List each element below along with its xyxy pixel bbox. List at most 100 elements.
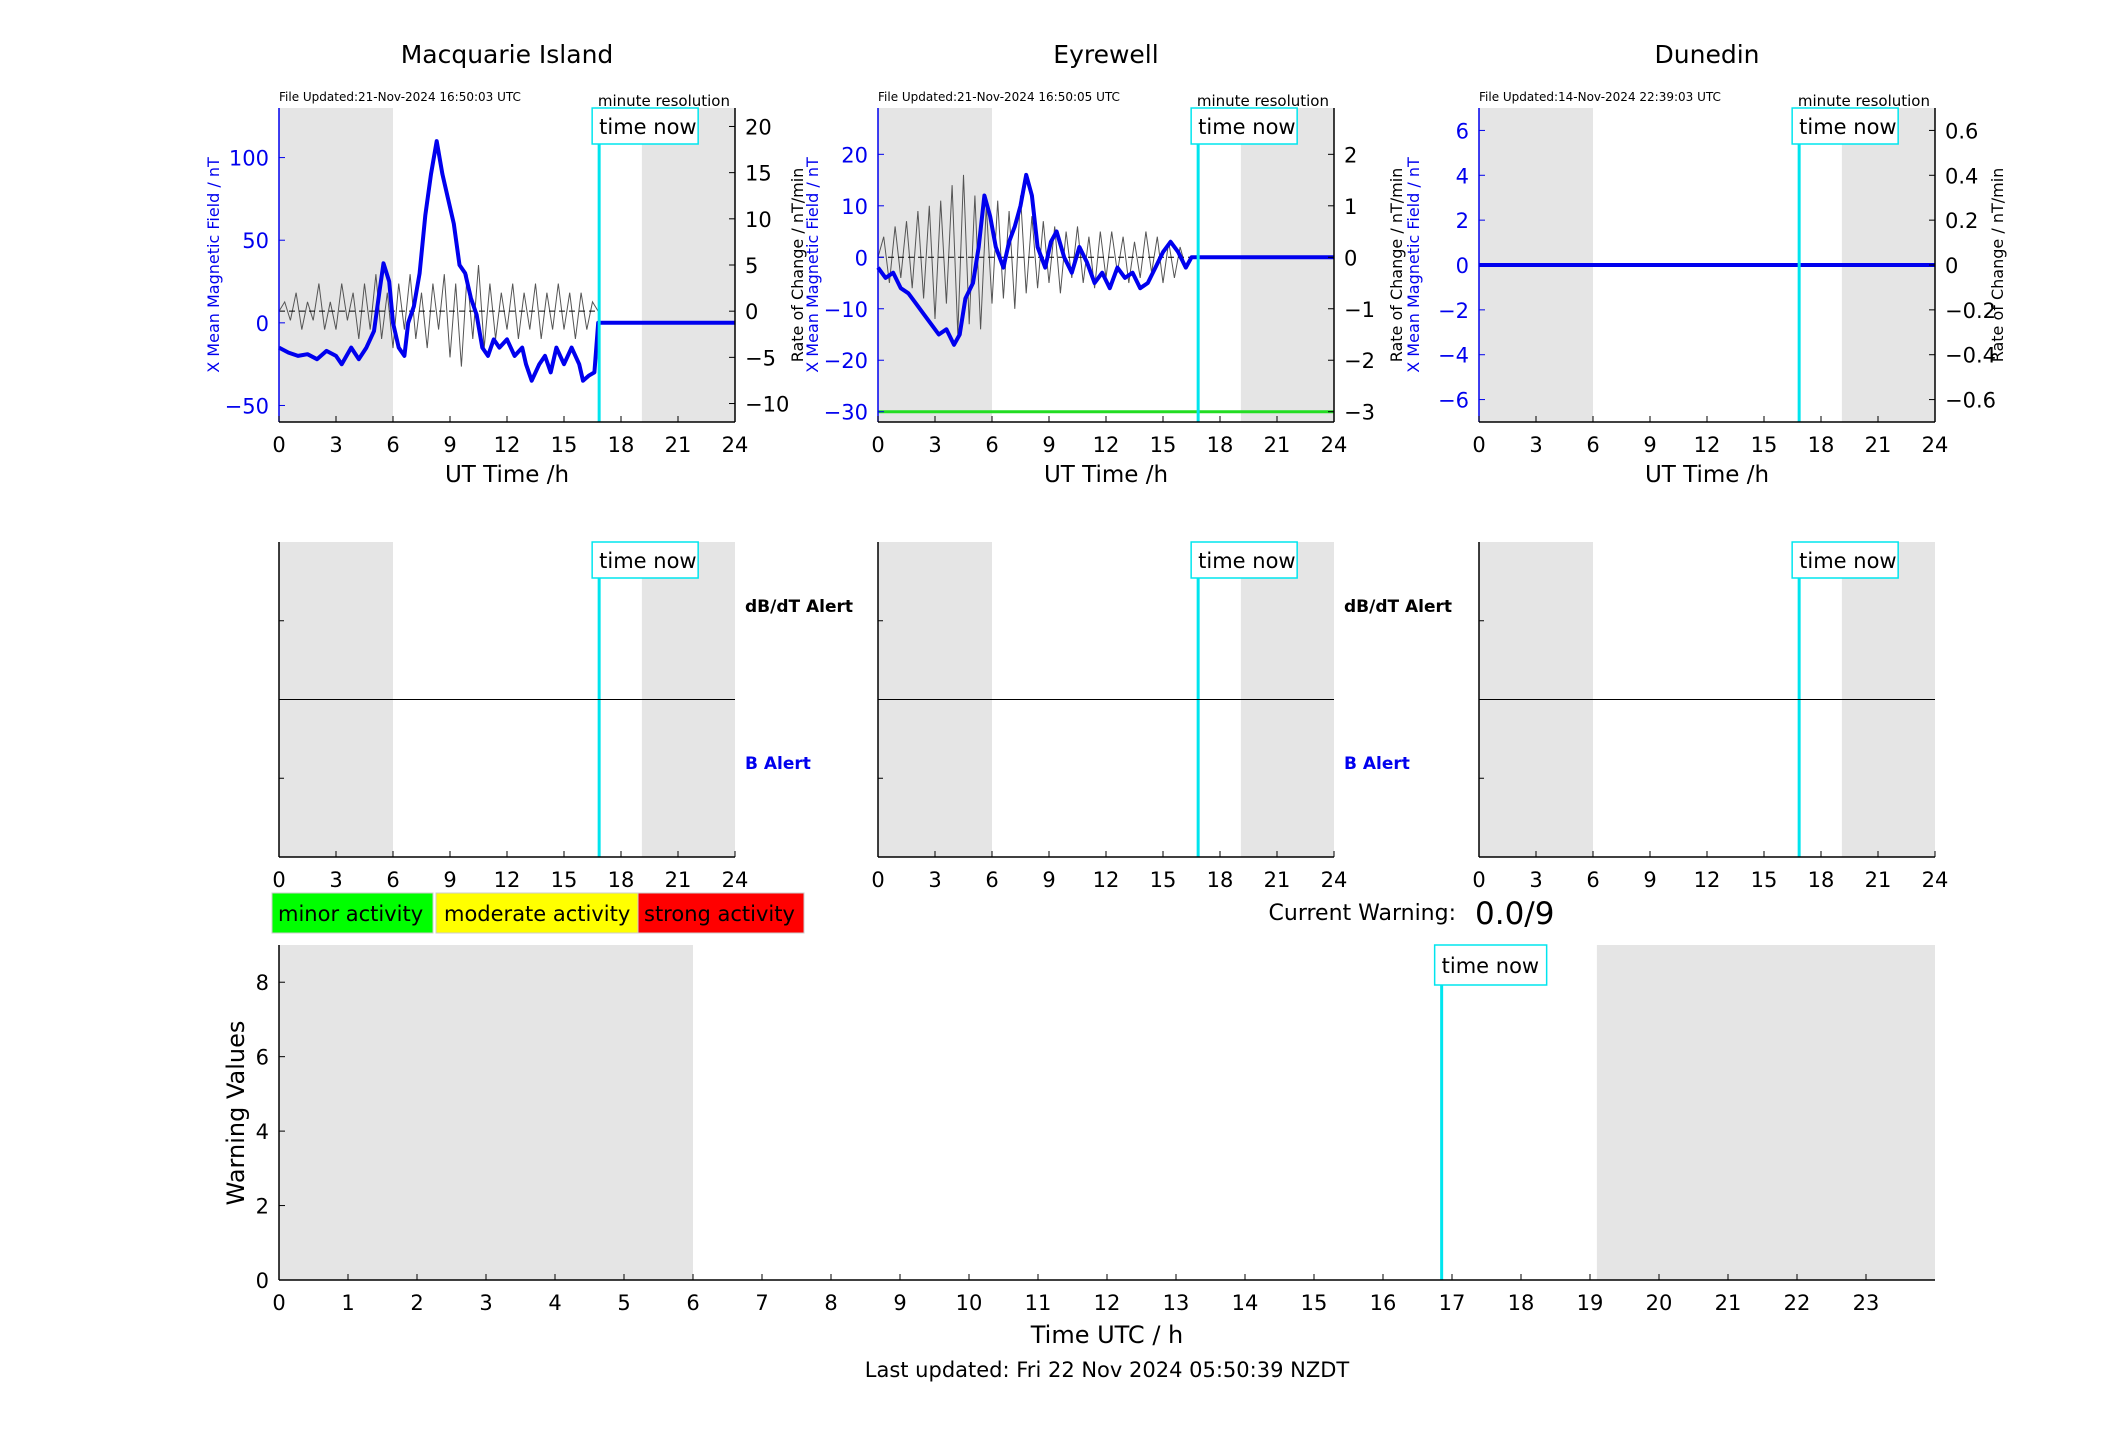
left-axis-label: X Mean Magnetic Field / nT	[204, 157, 223, 373]
x-tick-label: 2	[410, 1291, 423, 1315]
x-tick-label: 9	[1042, 868, 1055, 892]
left-tick-label: −50	[225, 394, 269, 418]
right-axis-label: Rate of Change / nT/min	[788, 168, 807, 363]
y-tick-label: 8	[256, 971, 269, 995]
x-tick-label: 24	[1922, 433, 1949, 457]
x-tick-label: 24	[722, 433, 749, 457]
right-tick-label: −0.4	[1945, 344, 1996, 368]
right-tick-label: −3	[1344, 401, 1375, 425]
x-tick-label: 24	[1321, 868, 1348, 892]
night-shade	[1240, 108, 1334, 422]
rate-of-change-line	[877, 174, 1192, 335]
legend-label-strong: strong activity	[644, 902, 795, 926]
x-tick-label: 22	[1784, 1291, 1811, 1315]
station-title: Macquarie Island	[401, 40, 614, 69]
left-tick-label: 100	[229, 147, 269, 171]
x-tick-label: 21	[665, 868, 692, 892]
x-tick-label: 0	[272, 868, 285, 892]
time-now-box	[591, 541, 699, 579]
right-tick-label: 20	[745, 115, 772, 139]
x-tick-label: 12	[1093, 433, 1120, 457]
station-title: Eyrewell	[1053, 40, 1158, 69]
x-tick-label: 6	[1586, 868, 1599, 892]
right-axis-label: Rate of Change / nT/min	[1988, 168, 2007, 363]
x-tick-label: 9	[443, 433, 456, 457]
right-tick-label: 1	[1344, 195, 1357, 219]
x-tick-label: 0	[1472, 433, 1485, 457]
x-tick-label: 21	[1264, 868, 1291, 892]
time-now-box	[1433, 944, 1548, 986]
x-tick-label: 6	[1586, 433, 1599, 457]
right-tick-label: 0	[745, 300, 758, 324]
x-tick-label: 6	[386, 868, 399, 892]
left-tick-label: 20	[841, 143, 868, 167]
x-tick-label: 17	[1439, 1291, 1466, 1315]
x-tick-label: 15	[1150, 868, 1177, 892]
x-tick-label: 15	[1301, 1291, 1328, 1315]
time-now-box	[1190, 107, 1298, 145]
left-tick-label: −6	[1438, 389, 1469, 413]
x-tick-label: 24	[1321, 433, 1348, 457]
x-tick-label: 6	[985, 868, 998, 892]
x-tick-label: 0	[1472, 868, 1485, 892]
right-tick-label: 10	[745, 208, 772, 232]
right-tick-label: −5	[745, 346, 776, 370]
night-shade	[641, 108, 735, 422]
last-updated: Last updated: Fri 22 Nov 2024 05:50:39 N…	[865, 1358, 1350, 1382]
time-now-label: time now	[599, 549, 696, 573]
left-tick-label: 6	[1456, 119, 1469, 143]
left-tick-label: −10	[824, 298, 868, 322]
resolution-label: minute resolution	[1798, 92, 1930, 110]
left-tick-label: 0	[1456, 254, 1469, 278]
x-tick-label: 9	[893, 1291, 906, 1315]
night-shade	[878, 108, 992, 422]
right-axis-label: Rate of Change / nT/min	[1387, 168, 1406, 363]
x-axis-label: UT Time /h	[1044, 462, 1168, 488]
b-alert-label: B Alert	[1344, 754, 1410, 774]
left-tick-label: 0	[855, 246, 868, 270]
time-now-label: time now	[1799, 549, 1896, 573]
x-tick-label: 9	[1643, 868, 1656, 892]
x-tick-label: 4	[548, 1291, 561, 1315]
x-tick-label: 7	[755, 1291, 768, 1315]
right-tick-label: 0.4	[1945, 164, 1978, 188]
current-warning-value: 0.0/9	[1475, 896, 1554, 932]
warning-chart-ylabel: Warning Values	[222, 1021, 250, 1206]
right-tick-label: 2	[1344, 143, 1357, 167]
time-now-label: time now	[599, 115, 696, 139]
x-tick-label: 1	[341, 1291, 354, 1315]
x-tick-label: 11	[1025, 1291, 1052, 1315]
left-tick-label: −4	[1438, 344, 1469, 368]
dbdt-alert-label: dB/dT Alert	[1344, 597, 1452, 617]
left-axis-label: X Mean Magnetic Field / nT	[803, 157, 822, 373]
legend-label-minor: minor activity	[278, 902, 423, 926]
x-tick-label: 9	[1643, 433, 1656, 457]
resolution-label: minute resolution	[598, 92, 730, 110]
right-tick-label: −2	[1344, 349, 1375, 373]
x-tick-label: 3	[479, 1291, 492, 1315]
x-tick-label: 15	[551, 433, 578, 457]
x-tick-label: 21	[1865, 868, 1892, 892]
x-axis-label: UT Time /h	[1645, 462, 1769, 488]
x-tick-label: 12	[1694, 868, 1721, 892]
time-now-box	[591, 107, 699, 145]
right-tick-label: 0	[1945, 254, 1958, 278]
right-tick-label: −0.6	[1945, 389, 1996, 413]
station-title: Dunedin	[1655, 40, 1760, 69]
right-tick-label: 15	[745, 162, 772, 186]
x-tick-label: 19	[1577, 1291, 1604, 1315]
x-tick-label: 0	[871, 868, 884, 892]
x-tick-label: 18	[1207, 433, 1234, 457]
right-tick-label: 0	[1344, 246, 1357, 270]
x-tick-label: 6	[985, 433, 998, 457]
night-shade	[279, 108, 393, 422]
left-tick-label: 0	[256, 312, 269, 336]
x-tick-label: 3	[1529, 868, 1542, 892]
x-tick-label: 6	[686, 1291, 699, 1315]
x-tick-label: 12	[1093, 868, 1120, 892]
x-axis-label: UT Time /h	[445, 462, 569, 488]
x-tick-label: 3	[329, 868, 342, 892]
y-tick-label: 2	[256, 1195, 269, 1219]
right-tick-label: 0.6	[1945, 119, 1978, 143]
